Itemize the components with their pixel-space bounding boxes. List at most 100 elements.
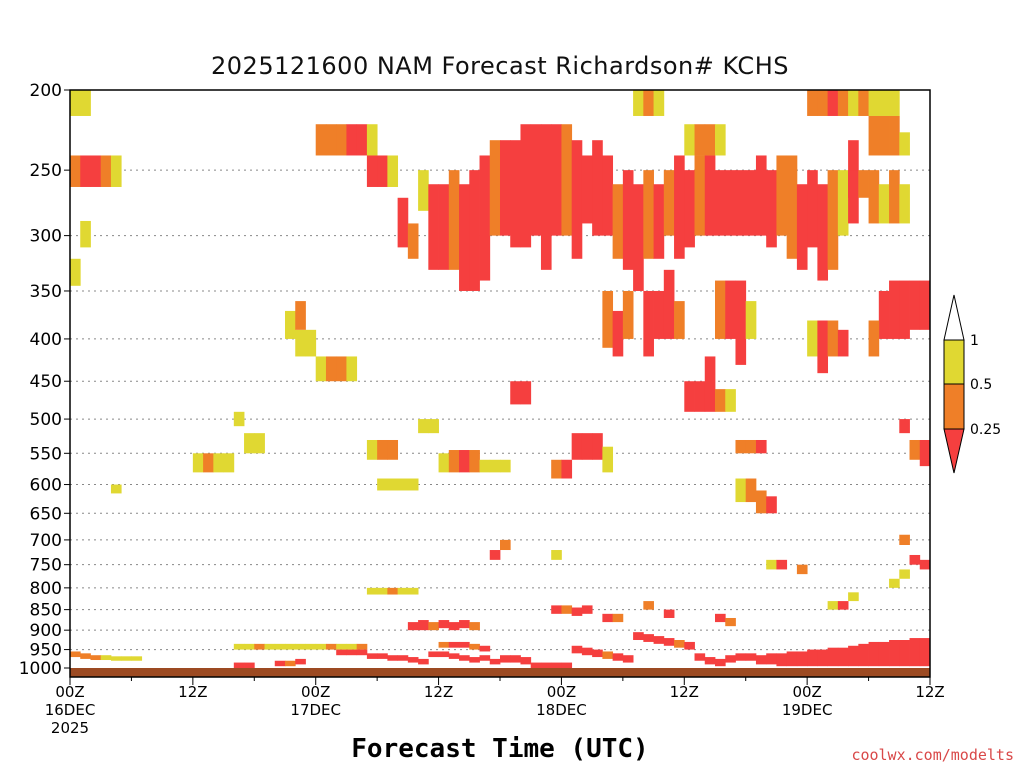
data-cell <box>715 389 726 412</box>
data-cell <box>387 478 399 491</box>
data-cell <box>274 660 286 667</box>
data-cell <box>336 124 347 156</box>
data-cell <box>684 381 695 412</box>
data-cell <box>377 155 388 187</box>
data-cell <box>889 280 900 339</box>
data-cell <box>438 184 450 270</box>
data-cell <box>909 280 921 330</box>
data-cell <box>735 439 747 454</box>
data-cell <box>551 662 562 668</box>
x-tick-label: 2025 <box>51 719 89 737</box>
data-cell <box>315 124 327 156</box>
colorbar-yellow <box>943 339 965 385</box>
data-cell <box>889 115 900 156</box>
data-cell <box>448 170 460 270</box>
data-cell <box>674 301 685 339</box>
data-cell <box>346 124 358 156</box>
y-tick-label: 200 <box>30 81 62 101</box>
data-cell <box>438 651 450 658</box>
data-cell <box>469 450 480 473</box>
data-cell <box>827 90 839 116</box>
data-cell <box>725 389 736 412</box>
data-cell <box>264 643 276 650</box>
data-cell <box>899 569 910 579</box>
data-cell <box>899 184 910 224</box>
data-cell <box>407 478 419 491</box>
y-tick-label: 750 <box>30 556 62 576</box>
data-cell <box>653 90 665 116</box>
data-cell <box>745 301 757 339</box>
data-cell <box>500 140 511 236</box>
data-cell <box>131 656 143 661</box>
data-cell <box>561 124 573 236</box>
data-cell <box>766 170 777 248</box>
data-cell <box>356 649 368 656</box>
data-cell <box>725 655 736 663</box>
data-cell <box>663 638 675 646</box>
data-cell <box>735 280 747 365</box>
y-tick-label: 350 <box>30 282 62 302</box>
data-cell <box>397 587 409 595</box>
data-cell <box>315 356 327 382</box>
data-cell <box>643 634 654 642</box>
data-cell <box>325 643 337 650</box>
data-cell <box>612 653 624 661</box>
data-cell <box>612 184 624 259</box>
data-cell <box>612 613 624 623</box>
data-cell <box>899 419 910 434</box>
data-cell <box>868 320 880 357</box>
data-cell <box>540 124 552 270</box>
data-cell <box>622 290 634 339</box>
data-cell <box>448 653 460 659</box>
data-cell <box>305 643 317 650</box>
data-cell <box>90 155 102 187</box>
data-cell <box>80 653 91 659</box>
data-cell <box>807 170 818 248</box>
data-cell <box>561 459 573 479</box>
credit-text: coolwx.com/modelts <box>851 746 1014 764</box>
data-cell <box>602 155 614 236</box>
data-cell <box>827 170 839 270</box>
data-cell <box>551 550 562 560</box>
data-cell <box>633 184 644 291</box>
data-cell <box>837 170 849 236</box>
data-cell <box>755 655 767 665</box>
data-cell <box>366 155 378 187</box>
data-cell <box>407 587 419 595</box>
colorbar-label-0.5: 0.5 <box>970 377 992 393</box>
data-cell <box>407 622 419 631</box>
data-cell <box>387 155 399 187</box>
data-cell <box>397 655 409 661</box>
data-cell <box>766 496 777 514</box>
data-cell <box>325 124 337 156</box>
data-cell <box>295 329 306 357</box>
data-cell <box>110 656 122 661</box>
data-cell <box>653 636 665 644</box>
data-cell <box>715 280 726 339</box>
data-cell <box>428 651 439 658</box>
data-cell <box>407 657 419 663</box>
data-cell <box>100 655 112 661</box>
data-cell <box>387 655 399 661</box>
data-cell <box>581 433 593 460</box>
data-cell <box>489 658 501 665</box>
data-cell <box>776 155 788 236</box>
data-cell <box>387 439 399 460</box>
data-cell <box>520 381 532 405</box>
data-cell <box>500 539 511 551</box>
data-cell <box>868 170 880 224</box>
data-cell <box>827 647 839 667</box>
data-cell <box>233 411 245 427</box>
data-cell <box>530 124 542 236</box>
data-cell <box>807 90 818 116</box>
data-cell <box>110 155 122 187</box>
data-cell <box>786 651 798 667</box>
data-cell <box>418 419 429 434</box>
data-cell <box>786 155 798 259</box>
chart-title: 2025121600 NAM Forecast Richardson# KCHS <box>211 52 789 80</box>
data-cell <box>356 643 368 650</box>
data-cell <box>694 653 706 661</box>
data-cell <box>889 640 900 667</box>
data-cell <box>244 643 255 650</box>
